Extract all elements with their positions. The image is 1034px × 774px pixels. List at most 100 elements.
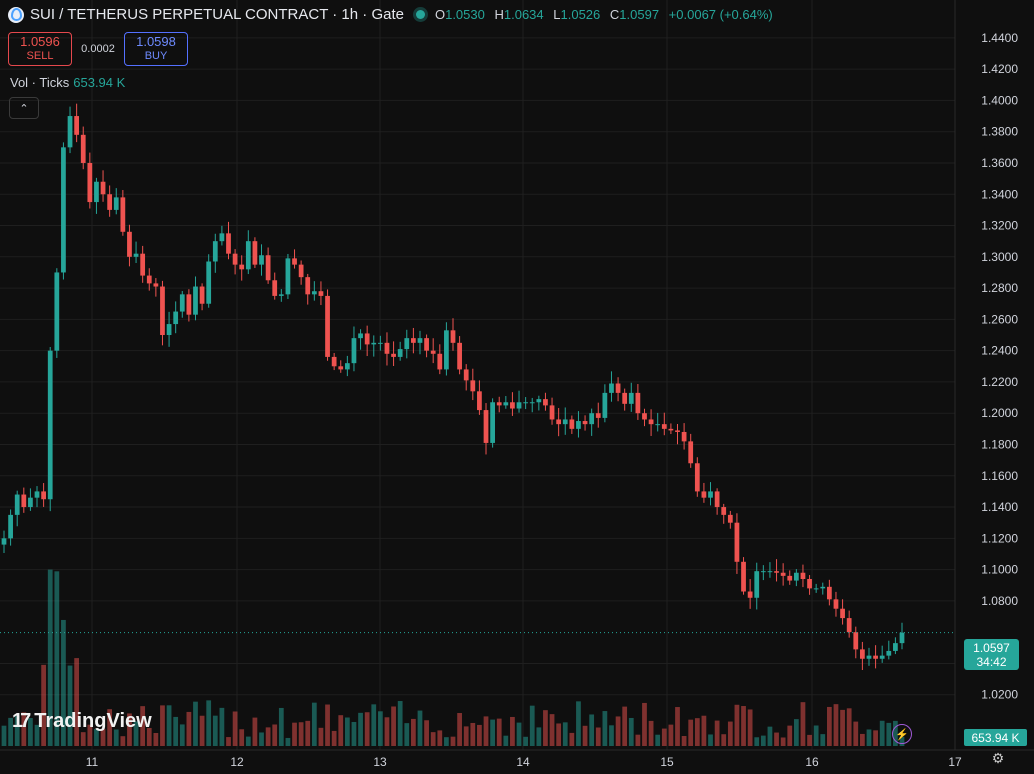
volume-bar bbox=[774, 732, 779, 746]
volume-bar bbox=[28, 718, 33, 746]
candle-body bbox=[609, 383, 614, 393]
candle-body bbox=[14, 494, 20, 515]
candle-body bbox=[503, 402, 509, 406]
candle-body bbox=[391, 353, 396, 357]
sell-button[interactable]: 1.0596 SELL bbox=[8, 32, 72, 66]
candle-body bbox=[490, 402, 495, 443]
volume-legend-value: 653.94 K bbox=[73, 75, 126, 90]
y-tick-label: 1.4200 bbox=[981, 62, 1018, 76]
volume-bar bbox=[609, 725, 614, 746]
y-tick-label: 1.0200 bbox=[981, 688, 1018, 702]
volume-bar bbox=[61, 619, 66, 746]
x-tick-label: 16 bbox=[805, 755, 819, 769]
volume-bar bbox=[113, 729, 119, 746]
symbol-title[interactable]: SUI / TETHERUS PERPETUAL CONTRACT · 1h ·… bbox=[30, 6, 404, 23]
candle-body bbox=[100, 181, 106, 195]
volume-bar bbox=[318, 727, 324, 746]
candle-body bbox=[424, 338, 429, 351]
candle-body bbox=[212, 241, 218, 262]
volume-bar bbox=[278, 707, 284, 746]
volume-bar bbox=[311, 702, 317, 746]
y-tick-label: 1.3000 bbox=[981, 250, 1018, 264]
candle-body bbox=[127, 231, 132, 257]
candle-body bbox=[708, 491, 713, 498]
volume-bar bbox=[424, 720, 429, 746]
candle-body bbox=[635, 392, 641, 414]
candle-body bbox=[556, 419, 562, 425]
y-tick-label: 1.2000 bbox=[981, 406, 1018, 420]
candle-body bbox=[377, 342, 383, 344]
candle-body bbox=[397, 349, 403, 357]
x-tick-label: 13 bbox=[373, 755, 387, 769]
bar-countdown: 34:42 bbox=[976, 654, 1007, 669]
volume-bar bbox=[793, 719, 799, 746]
candle-body bbox=[404, 338, 410, 350]
volume-bar bbox=[331, 730, 337, 746]
volume-bar bbox=[483, 716, 489, 746]
volume-bar bbox=[127, 713, 132, 746]
candle-body bbox=[576, 421, 581, 429]
candle-body bbox=[523, 402, 529, 404]
market-status-icon bbox=[415, 10, 425, 19]
volume-bar bbox=[701, 715, 707, 746]
sui-logo-icon bbox=[8, 6, 24, 23]
candle-body bbox=[536, 399, 542, 403]
volume-bar bbox=[133, 721, 139, 746]
volume-bar bbox=[285, 737, 291, 746]
buy-button[interactable]: 1.0598 BUY bbox=[124, 32, 188, 66]
y-tick-label: 1.4000 bbox=[981, 93, 1018, 107]
lightning-icon[interactable]: ⚡ bbox=[892, 724, 912, 744]
open-value: 1.0530 bbox=[445, 7, 485, 22]
volume-bar bbox=[265, 727, 271, 746]
volume-bar bbox=[1, 725, 7, 746]
candle-body bbox=[780, 572, 786, 576]
volume-bar bbox=[166, 705, 172, 746]
chevron-up-icon[interactable]: ⌃ bbox=[9, 97, 39, 119]
candle-body bbox=[94, 181, 99, 203]
volume-bar bbox=[721, 734, 727, 746]
candle-body bbox=[1, 538, 7, 545]
candle-body bbox=[107, 194, 113, 210]
volume-bar bbox=[351, 721, 357, 746]
volume-bar bbox=[727, 721, 733, 746]
volume-bar bbox=[272, 724, 278, 746]
candle-body bbox=[648, 419, 654, 425]
volume-bar bbox=[602, 711, 608, 746]
volume-bar bbox=[463, 726, 469, 746]
candle-body bbox=[549, 405, 555, 420]
candle-body bbox=[846, 618, 852, 633]
volume-bar bbox=[562, 722, 568, 746]
volume-bar bbox=[490, 719, 495, 746]
y-tick-label: 1.3400 bbox=[981, 187, 1018, 201]
x-tick-label: 17 bbox=[948, 755, 962, 769]
volume-bar bbox=[648, 720, 654, 746]
volume-bar bbox=[569, 732, 575, 746]
candle-body bbox=[589, 413, 595, 425]
volume-bar bbox=[100, 729, 106, 746]
candle-body bbox=[628, 392, 634, 404]
candle-body bbox=[879, 655, 885, 659]
candle-body bbox=[747, 591, 753, 598]
candle-body bbox=[860, 649, 865, 659]
candle-body bbox=[166, 324, 172, 336]
volume-bar bbox=[259, 732, 264, 746]
volume-bar bbox=[358, 712, 363, 746]
volume-legend[interactable]: Vol · Ticks 653.94 K bbox=[10, 75, 125, 90]
candle-body bbox=[87, 162, 93, 203]
change-value: +0.0067 (+0.64%) bbox=[668, 7, 773, 22]
candle-body bbox=[866, 655, 872, 659]
tradingview-logo[interactable]: 17 TradingView bbox=[12, 710, 152, 733]
volume-legend-label: Vol · Ticks bbox=[10, 75, 70, 90]
candle-body bbox=[457, 342, 462, 370]
candle-body bbox=[226, 233, 231, 254]
candle-body bbox=[642, 413, 647, 420]
volume-bar bbox=[595, 727, 601, 746]
candle-body bbox=[655, 424, 661, 426]
gear-icon[interactable]: ⚙ bbox=[991, 749, 1005, 766]
candle-body bbox=[721, 507, 727, 515]
candle-body bbox=[430, 350, 436, 354]
candle-body bbox=[595, 413, 601, 418]
volume-bar bbox=[635, 734, 641, 746]
candle-body bbox=[516, 402, 522, 409]
